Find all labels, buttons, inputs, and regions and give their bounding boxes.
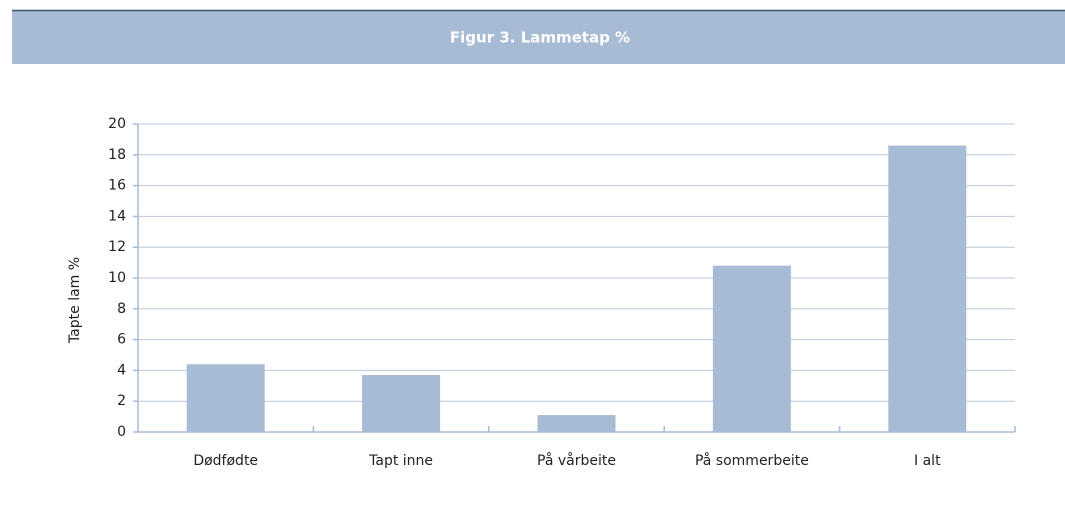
y-axis-label: Tapte lam % <box>67 257 83 344</box>
x-tick-label: Tapt inne <box>368 453 433 469</box>
x-tick-label: I alt <box>914 453 941 469</box>
x-tick-label: På sommerbeite <box>695 452 809 469</box>
y-tick-label: 2 <box>117 393 126 409</box>
bar <box>712 265 791 432</box>
y-tick-label: 6 <box>117 332 126 348</box>
bar <box>362 375 441 432</box>
chart-title: Figur 3. Lammetap % <box>450 29 630 47</box>
y-tick-label: 4 <box>117 362 126 378</box>
bar <box>186 364 265 432</box>
y-tick-label: 20 <box>108 116 126 132</box>
y-tick-label: 12 <box>108 239 126 255</box>
x-tick-label: På vårbeite <box>537 452 616 469</box>
header-band <box>12 10 1065 64</box>
y-tick-label: 14 <box>108 208 126 224</box>
y-tick-label: 8 <box>117 301 126 317</box>
bar <box>888 145 967 432</box>
bar <box>537 415 616 432</box>
y-tick-label: 18 <box>108 147 126 163</box>
y-tick-label: 0 <box>117 424 126 440</box>
y-tick-label: 16 <box>108 178 126 194</box>
x-tick-label: Dødfødte <box>193 453 258 469</box>
y-tick-label: 10 <box>108 270 126 286</box>
